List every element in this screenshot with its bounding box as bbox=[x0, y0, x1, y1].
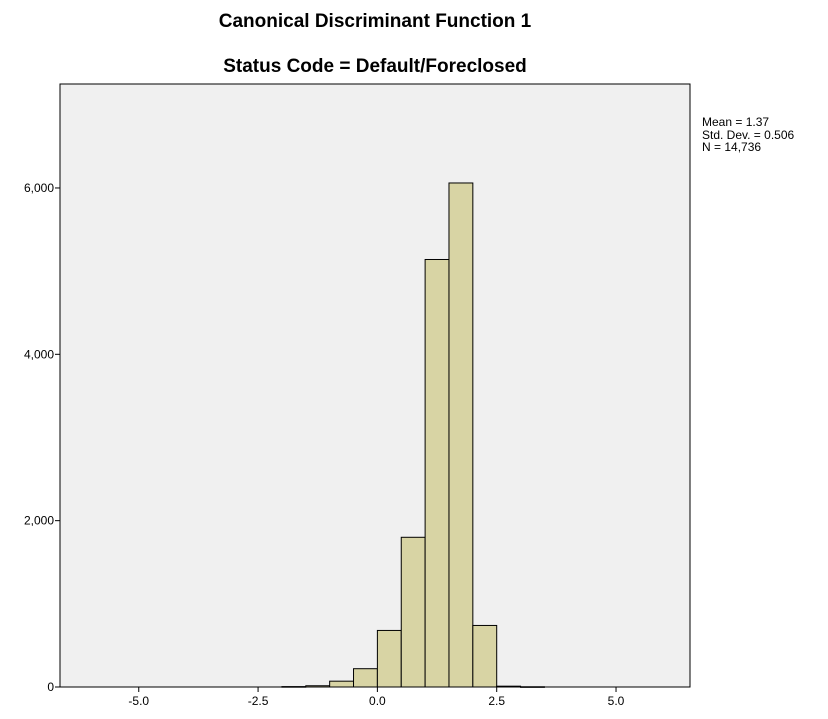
axes-group: 0 2,000 4,000 6,000 -5.0 -2.5 0.0 2.5 5.0 bbox=[24, 84, 690, 708]
plot-area bbox=[59, 83, 691, 688]
x-tick-label: -5.0 bbox=[128, 694, 149, 708]
histogram-bar bbox=[448, 182, 474, 688]
y-tick-label: 2,000 bbox=[24, 514, 54, 528]
histogram-bar bbox=[472, 624, 498, 688]
bars-group bbox=[281, 182, 545, 688]
x-tick-label: 2.5 bbox=[488, 694, 505, 708]
stat-n: N = 14,736 bbox=[702, 140, 762, 154]
x-tick-label: -2.5 bbox=[248, 694, 269, 708]
histogram-bar bbox=[329, 680, 355, 688]
x-tick-label: 5.0 bbox=[608, 694, 625, 708]
stat-std-dev: Std. Dev. = 0.506 bbox=[702, 127, 795, 142]
chart-title: Canonical Discriminant Function 1 bbox=[218, 11, 532, 32]
stat-mean: Mean = 1.37 bbox=[702, 115, 770, 129]
y-tick-label: 0 bbox=[47, 680, 54, 694]
histogram-bar bbox=[400, 536, 426, 688]
x-tick-label: 0.0 bbox=[369, 694, 386, 708]
histogram-bar bbox=[353, 668, 378, 688]
histogram-bar bbox=[424, 258, 450, 688]
y-tick-label: 6,000 bbox=[24, 181, 54, 195]
histogram-bar bbox=[376, 629, 402, 688]
chart-subtitle: Status Code = Default/Foreclosed bbox=[223, 56, 527, 77]
stats-box: Mean = 1.37 Std. Dev. = 0.506 N = 14,736 bbox=[702, 116, 794, 154]
y-tick-label: 4,000 bbox=[24, 347, 54, 361]
